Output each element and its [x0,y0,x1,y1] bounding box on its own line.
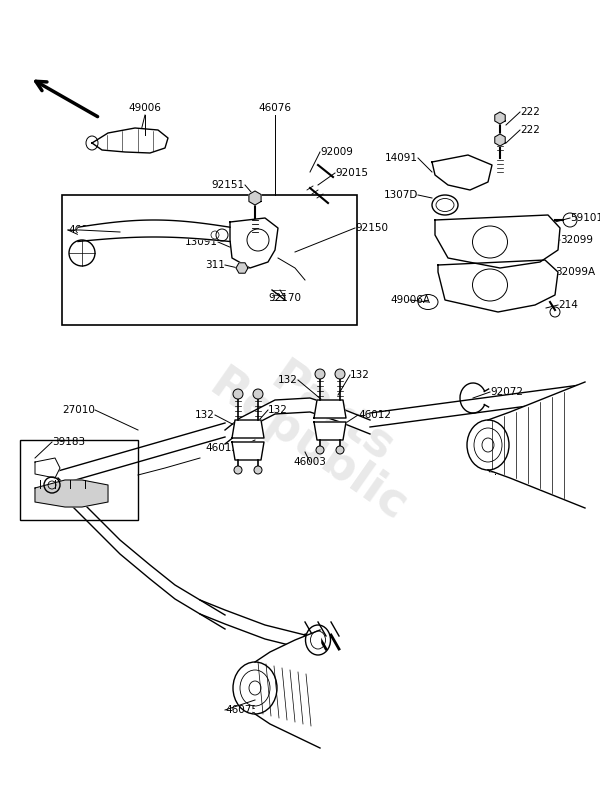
Text: 27010: 27010 [62,405,95,415]
Circle shape [234,466,242,474]
Text: 92072: 92072 [490,387,523,397]
Polygon shape [495,134,505,146]
Polygon shape [435,215,560,268]
Polygon shape [314,422,346,440]
Circle shape [336,446,344,454]
Bar [62,195,357,325]
Text: 46075: 46075 [225,705,258,715]
Text: 13091: 13091 [185,237,218,247]
Text: 92009: 92009 [320,147,353,157]
Text: 214: 214 [558,300,578,310]
Polygon shape [438,260,558,312]
Text: 92150: 92150 [355,223,388,233]
Text: Parts
Republic: Parts Republic [201,329,439,531]
Text: 46003: 46003 [293,457,326,467]
Text: 1307D: 1307D [383,190,418,200]
Polygon shape [35,458,60,478]
Text: 32099A: 32099A [555,267,595,277]
Polygon shape [35,480,108,507]
Polygon shape [232,420,264,438]
Text: 132: 132 [195,410,215,420]
Text: 132: 132 [350,370,370,380]
Polygon shape [495,112,505,124]
Text: 222: 222 [520,107,540,117]
Polygon shape [236,263,248,273]
Text: 32099: 32099 [560,235,593,245]
Polygon shape [92,128,168,153]
Text: 132: 132 [268,405,288,415]
Text: 49006: 49006 [128,103,161,113]
Circle shape [254,466,262,474]
Bar [20,440,138,520]
Text: 92151: 92151 [212,180,245,190]
Text: 92015: 92015 [335,168,368,178]
Circle shape [316,446,324,454]
Text: 92170: 92170 [269,293,302,303]
Circle shape [335,369,345,379]
Text: 46076: 46076 [259,103,292,113]
Text: 14091: 14091 [385,153,418,163]
Polygon shape [232,442,264,460]
Text: 132: 132 [278,375,298,385]
Text: 46012: 46012 [358,410,391,420]
Polygon shape [432,155,492,190]
Polygon shape [314,400,346,418]
Text: 46019: 46019 [490,467,523,477]
Text: 46012: 46012 [205,443,238,453]
Circle shape [253,389,263,399]
Circle shape [233,389,243,399]
Text: 46092: 46092 [68,225,101,235]
Text: 39183: 39183 [52,437,85,447]
Text: 49006A: 49006A [390,295,430,305]
Text: 222: 222 [520,125,540,135]
Polygon shape [249,191,261,205]
Circle shape [315,369,325,379]
Text: 311: 311 [205,260,225,270]
Text: 59101: 59101 [570,213,600,223]
Polygon shape [230,218,278,268]
